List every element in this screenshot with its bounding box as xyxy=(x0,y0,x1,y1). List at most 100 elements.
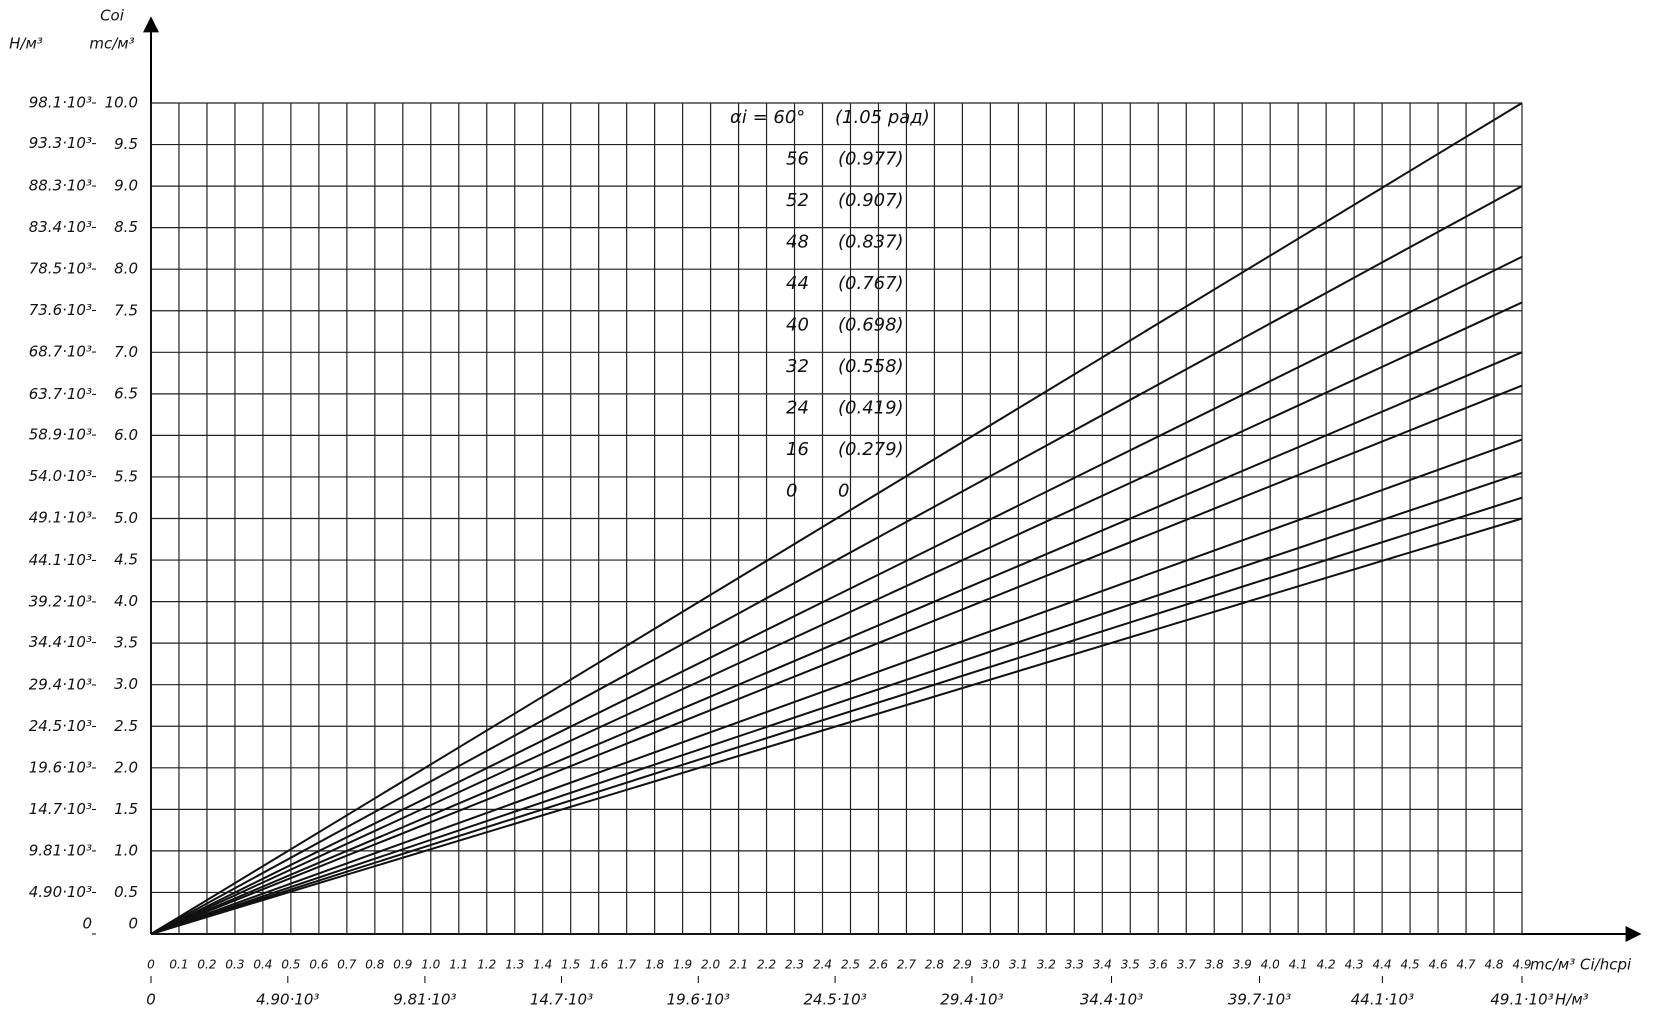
legend-name: 48 xyxy=(786,232,809,253)
y-tick-label: 4.5 xyxy=(114,551,138,569)
y2-tick-label: 0 xyxy=(82,915,92,933)
legend-rad: (0.907) xyxy=(838,190,904,211)
legend-rad: 0 xyxy=(838,481,849,502)
x-tick-label: 2.4 xyxy=(813,958,832,972)
x2-unit: Н/м³ xyxy=(1555,991,1589,1009)
y-tick-label: 2.5 xyxy=(114,717,138,735)
y-tick-label: 0.5 xyxy=(114,883,138,901)
y2-tick-label: 68.7·10³ xyxy=(29,343,92,361)
y2-tick-label: 63.7·10³ xyxy=(29,385,92,403)
x-tick-label: 3.4 xyxy=(1093,958,1112,972)
legend-rad: (0.837) xyxy=(838,232,904,253)
legend-name: 16 xyxy=(786,439,809,460)
legend-name: 0 xyxy=(786,481,797,502)
y-tick-label: 1.5 xyxy=(114,800,138,818)
x-tick-label: 3.0 xyxy=(981,958,1000,972)
legend-name: 24 xyxy=(786,398,809,419)
series-line xyxy=(150,351,1523,935)
x-tick-label: 2.5 xyxy=(841,958,860,972)
y-tick-label: 4.0 xyxy=(114,592,138,610)
y2-tick-label: 73.6·10³ xyxy=(29,301,92,319)
x-tick-label: 0.2 xyxy=(197,958,216,972)
legend-name: 56 xyxy=(786,149,809,170)
y2-tick-label: 4.90·10³ xyxy=(29,883,92,901)
y2-tick-label: 49.1·10³ xyxy=(29,509,92,527)
legend-rad: (0.419) xyxy=(838,398,904,419)
x-tick-label: 4.6 xyxy=(1429,958,1448,972)
x-tick-label: 4.0 xyxy=(1261,958,1280,972)
x-tick-label: 0.7 xyxy=(337,958,356,972)
series-line xyxy=(150,102,1523,935)
y2-tick-label: 29.4·10³ xyxy=(29,675,92,693)
series-line xyxy=(150,185,1523,935)
y-tick-label: 9.5 xyxy=(114,135,138,153)
x-tick-label: 1.9 xyxy=(673,958,692,972)
legend-name: αi = 60° xyxy=(730,107,805,128)
x-tick-label: 4.7 xyxy=(1456,958,1475,972)
x2-tick-label: 29.4·10³ xyxy=(940,991,1003,1009)
y-tick-label: 0 xyxy=(128,915,138,933)
y2-tick-label: 88.3·10³ xyxy=(29,177,92,195)
x-tick-label: 4.3 xyxy=(1345,958,1364,972)
y2-tick-label: 14.7·10³ xyxy=(29,800,92,818)
y-tick-label: 6.0 xyxy=(114,426,138,444)
x-tick-label: 2.2 xyxy=(757,958,776,972)
x-label: mc/м³ Ci/hcpi xyxy=(1530,956,1632,974)
x2-tick-label: 0 xyxy=(146,991,156,1009)
y-label: Coi xyxy=(100,7,125,25)
x-tick-label: 2.6 xyxy=(869,958,888,972)
x2-tick-label: 34.4·10³ xyxy=(1080,991,1143,1009)
legend-name: 52 xyxy=(786,190,809,211)
y-tick-label: 9.0 xyxy=(114,177,138,195)
y-tick-label: 5.5 xyxy=(114,467,138,485)
y2-tick-label: 39.2·10³ xyxy=(29,592,92,610)
x-tick-label: 4.9 xyxy=(1512,958,1531,972)
x2-tick-label: 24.5·10³ xyxy=(803,991,866,1009)
x-tick-label: 1.6 xyxy=(589,958,608,972)
x-tick-label: 0.4 xyxy=(253,958,272,972)
x-tick-label: 1.5 xyxy=(561,958,580,972)
x-tick-label: 0.8 xyxy=(365,958,384,972)
legend-rad: (0.279) xyxy=(838,439,904,460)
x-tick-label: 1.4 xyxy=(533,958,552,972)
y2-unit: Н/м³ xyxy=(9,35,43,53)
y2-tick-label: 19.6·10³ xyxy=(29,758,92,776)
x-tick-label: 2.8 xyxy=(925,958,944,972)
series-line xyxy=(150,255,1523,935)
x-tick-label: 3.2 xyxy=(1037,958,1056,972)
x-tick-label: 1.2 xyxy=(477,958,496,972)
legend-rad: (1.05 рад) xyxy=(835,107,930,128)
x2-tick-label: 49.1·10³ xyxy=(1490,991,1553,1009)
y2-tick-label: 78.5·10³ xyxy=(29,260,92,278)
x-tick-label: 4.2 xyxy=(1317,958,1336,972)
legend-rad: (0.558) xyxy=(838,356,904,377)
y-tick-label: 7.5 xyxy=(114,301,138,319)
x2-tick-label: 9.81·10³ xyxy=(393,991,456,1009)
y2-tick-label: 54.0·10³ xyxy=(29,467,92,485)
y-tick-label: 2.0 xyxy=(114,758,138,776)
x-tick-label: 3.3 xyxy=(1065,958,1084,972)
y-tick-label: 6.5 xyxy=(114,384,138,402)
x-tick-label: 2.1 xyxy=(729,958,748,972)
x-tick-label: 3.9 xyxy=(1233,958,1252,972)
x-tick-label: 0.1 xyxy=(169,958,188,972)
x-tick-label: 1.1 xyxy=(449,958,468,972)
y-tick-label: 1.0 xyxy=(114,841,138,859)
y-tick-label: 5.0 xyxy=(114,509,138,527)
series-line xyxy=(150,496,1523,935)
x-tick-label: 4.5 xyxy=(1401,958,1420,972)
x-tick-label: 3.5 xyxy=(1121,958,1140,972)
y2-tick-label: 34.4·10³ xyxy=(29,633,92,651)
x-tick-label: 0.9 xyxy=(393,958,412,972)
y2-tick-label: 44.1·10³ xyxy=(29,551,92,569)
series-line xyxy=(150,384,1523,935)
x2-tick-label: 4.90·10³ xyxy=(256,991,319,1009)
x-tick-label: 3.6 xyxy=(1149,958,1168,972)
x-tick-label: 2.9 xyxy=(953,958,972,972)
x2-tick-label: 39.7·10³ xyxy=(1228,991,1291,1009)
x-tick-label: 0.3 xyxy=(225,958,244,972)
y-unit: mc/м³ xyxy=(89,35,134,53)
x2-tick-label: 14.7·10³ xyxy=(530,991,593,1009)
x-tick-label: 4.1 xyxy=(1289,958,1308,972)
